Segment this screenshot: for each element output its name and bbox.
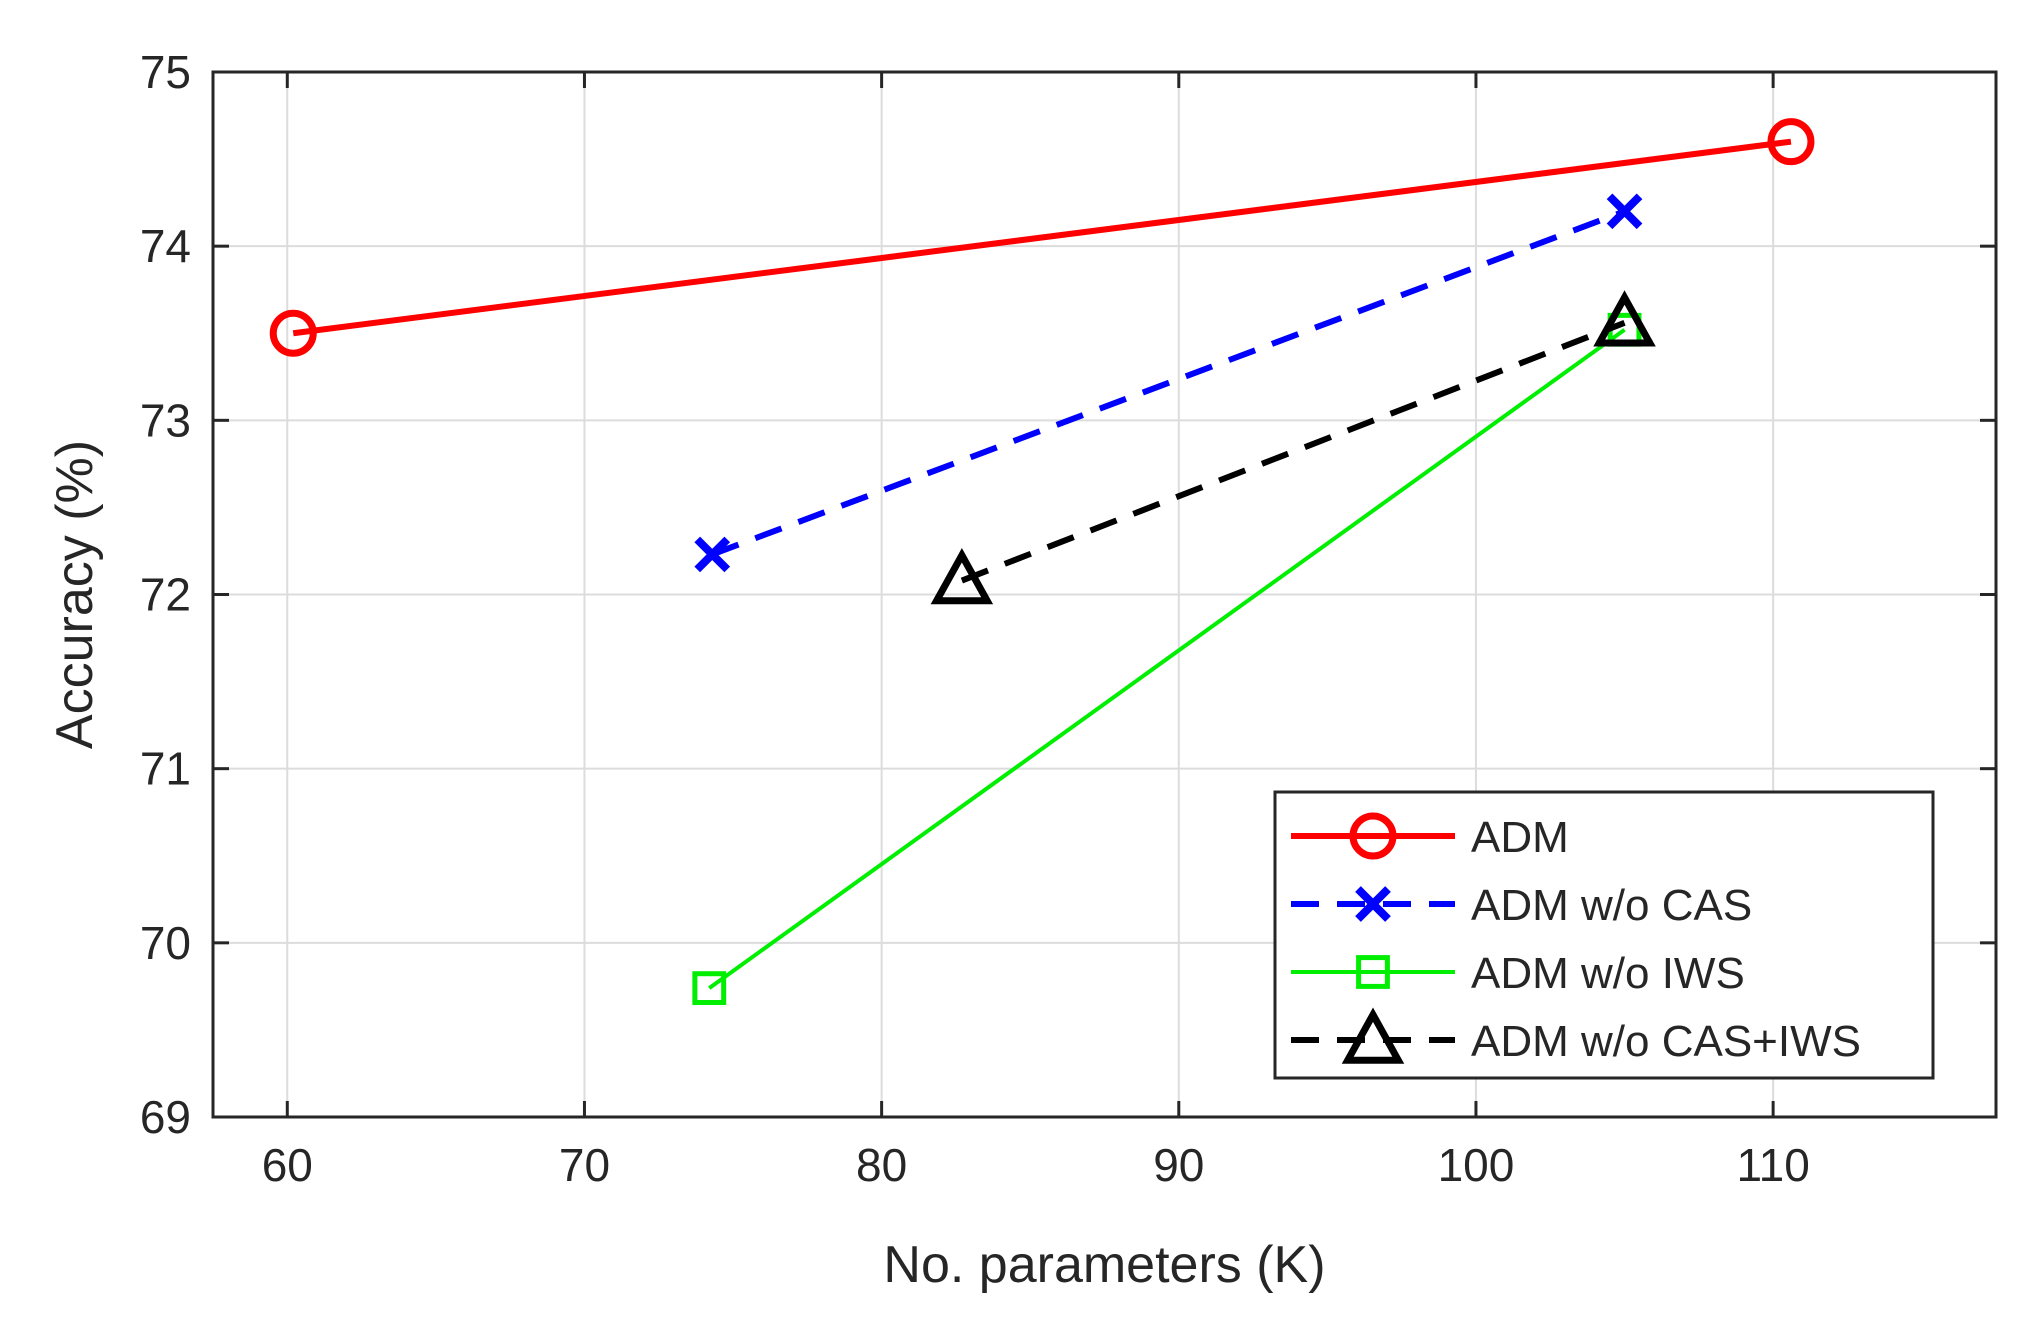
legend-label: ADM w/o CAS+IWS [1471, 1017, 1861, 1066]
x-tick-label: 90 [1153, 1139, 1204, 1191]
y-tick-label: 71 [140, 743, 191, 795]
series-line [711, 208, 1626, 558]
legend-entry: ADM w/o CAS [1291, 881, 1752, 930]
legend: ADM ADM w/o CAS ADM w/o IWS ADM w/o CAS+IWS [1273, 790, 1935, 1080]
legend-label: ADM w/o CAS [1471, 881, 1752, 930]
y-tick-label: 73 [140, 394, 191, 446]
series-layer [269, 118, 1815, 1006]
y-tick-label: 69 [140, 1091, 191, 1143]
data-point [269, 309, 317, 357]
x-tick-label: 110 [1736, 1139, 1809, 1191]
series-1 [694, 193, 1643, 573]
legend-marker [1355, 886, 1391, 922]
x-tick-label: 100 [1438, 1139, 1515, 1191]
legend-label: ADM w/o IWS [1471, 949, 1745, 998]
ticks: 60 70 80 90 100 110 69 70 71 72 73 74 75 [140, 46, 1996, 1191]
data-point [1593, 290, 1656, 347]
series-line [708, 328, 1626, 990]
data-point [694, 536, 731, 573]
legend-entry: ADM w/o CAS+IWS [1291, 1007, 1861, 1066]
data-point [1606, 193, 1643, 230]
x-marker-stroke [1606, 193, 1643, 230]
data-point [692, 971, 727, 1006]
legend-entry: ADM [1291, 812, 1569, 862]
x-tick-label: 80 [856, 1139, 907, 1191]
y-tick-label: 70 [140, 917, 191, 969]
series-line [292, 138, 1792, 337]
data-point [930, 548, 994, 605]
legend-marker [1349, 812, 1397, 860]
series-0 [269, 118, 1815, 357]
legend-marker [1356, 955, 1390, 989]
x-tick-label: 60 [262, 1139, 313, 1191]
series-line [960, 320, 1626, 584]
x-tick-label: 70 [559, 1139, 610, 1191]
legend-label: ADM [1471, 813, 1569, 862]
legend-entry: ADM w/o IWS [1291, 949, 1745, 998]
x-marker-stroke [1355, 886, 1391, 922]
x-marker-stroke [694, 536, 731, 573]
y-tick-label: 72 [140, 569, 191, 621]
x-axis-label: No. parameters (K) [883, 1236, 1325, 1294]
data-point [1767, 118, 1815, 166]
legend-marker [1341, 1007, 1405, 1064]
y-tick-label: 74 [140, 220, 191, 272]
y-tick-label: 75 [140, 46, 191, 98]
series-3 [930, 290, 1656, 605]
y-axis-label: Accuracy (%) [46, 440, 104, 749]
